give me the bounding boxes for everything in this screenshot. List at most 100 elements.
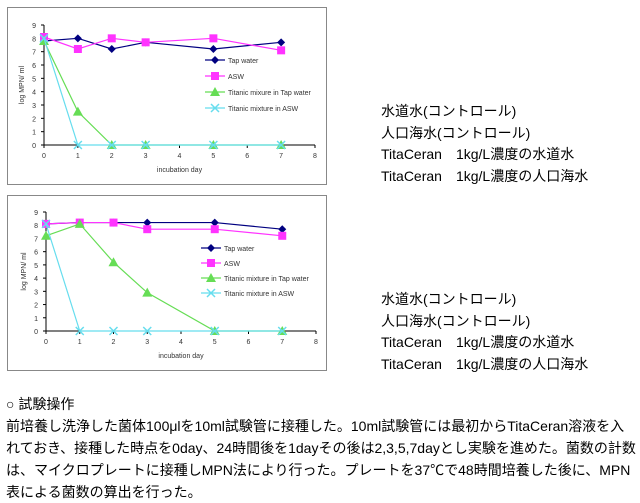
- legend-line: 人口海水(コントロール): [381, 312, 531, 329]
- data-point: [210, 225, 219, 234]
- y-tick-label: 5: [34, 263, 38, 270]
- data-point: [278, 231, 287, 240]
- chart-1-japanese-legend: 水道水(コントロール) 人口海水(コントロール) TitaCeran 1kg/L…: [381, 101, 588, 188]
- legend-line: TitaCeran 1kg/L濃度の水道水: [381, 146, 575, 163]
- x-tick-label: 3: [144, 153, 148, 160]
- y-tick-label: 0: [34, 329, 38, 336]
- data-point: [210, 218, 219, 227]
- series-line: [43, 37, 282, 50]
- x-tick-label: 2: [112, 339, 116, 346]
- legend-label: ASW: [228, 74, 244, 81]
- y-tick-label: 5: [32, 76, 36, 83]
- legend-line: 水道水(コントロール): [381, 291, 517, 307]
- y-tick-label: 6: [32, 63, 36, 70]
- data-point: [72, 106, 83, 116]
- series-line: [45, 223, 283, 332]
- legend-line: TitaCeran 1kg/L濃度の人口海水: [381, 356, 589, 373]
- data-point: [41, 230, 51, 240]
- data-point: [41, 219, 51, 229]
- procedure-body: 前培養し洗浄した菌体100μlを10ml試験管に接種した。10ml試験管には最初…: [6, 418, 636, 500]
- data-point: [277, 326, 287, 336]
- data-point: [209, 45, 218, 53]
- x-tick-label: 4: [179, 339, 183, 346]
- legend-label: Tap water: [228, 58, 259, 65]
- y-tick-label: 9: [34, 210, 38, 217]
- x-tick-label: 3: [145, 339, 149, 346]
- x-tick-label: 1: [78, 339, 82, 346]
- series-line: [43, 38, 282, 146]
- chart-2-japanese-legend: 水道水(コントロール) 人口海水(コントロール) TitaCeran 1kg/L…: [381, 289, 588, 376]
- x-tick-label: 1: [76, 153, 80, 160]
- data-point: [109, 218, 118, 227]
- legend-line: TitaCeran 1kg/L濃度の水道水: [381, 334, 575, 351]
- data-point: [107, 34, 116, 43]
- legend-label: Titanic mixture in Tap water: [224, 276, 309, 283]
- data-point: [209, 34, 218, 43]
- data-point: [73, 34, 82, 43]
- legend-marker: [211, 56, 219, 64]
- x-tick-label: 6: [247, 339, 251, 346]
- data-point: [278, 225, 287, 234]
- x-axis-label: incubation day: [158, 353, 204, 360]
- y-tick-label: 7: [34, 236, 38, 243]
- x-tick-label: 7: [279, 153, 283, 160]
- data-point: [108, 326, 119, 336]
- data-point: [107, 140, 117, 150]
- x-axis-label: incubation day: [157, 167, 203, 174]
- x-tick-label: 0: [44, 339, 48, 346]
- data-point: [277, 38, 286, 47]
- y-tick-label: 3: [34, 289, 38, 296]
- y-tick-label: 6: [34, 250, 38, 257]
- x-tick-label: 6: [245, 153, 249, 160]
- legend-line: 人口海水(コントロール): [381, 124, 531, 141]
- data-point: [143, 225, 152, 234]
- legend-label: Titanic mixure in Tap water: [228, 90, 312, 97]
- y-tick-label: 2: [32, 116, 36, 123]
- test-procedure: ○ 試験操作 前培養し洗浄した菌体100μlを10ml試験管に接種した。10ml…: [6, 393, 636, 503]
- data-point: [39, 36, 49, 45]
- data-point: [142, 326, 152, 336]
- y-axis-label: log MPN/ ml: [19, 66, 26, 105]
- x-tick-label: 4: [178, 153, 182, 160]
- data-point: [39, 33, 49, 43]
- legend-label: ASW: [224, 261, 240, 268]
- data-point: [74, 218, 85, 228]
- data-point: [141, 140, 151, 150]
- y-tick-label: 1: [32, 130, 36, 137]
- y-tick-label: 8: [32, 36, 36, 43]
- data-point: [73, 45, 82, 53]
- x-tick-label: 0: [42, 153, 46, 160]
- y-tick-label: 4: [34, 276, 38, 283]
- y-tick-label: 2: [34, 303, 38, 310]
- legend-marker: [211, 72, 219, 80]
- y-tick-label: 4: [32, 90, 36, 97]
- chart-1: 0 1 2 3 4 5 6 7 8 9 0 1 2 3 4 5 6 7 8 incubation day log MPN…: [7, 7, 327, 185]
- y-axis-label: log MPN/ ml: [21, 252, 28, 291]
- legend-label: Titanic mixture in ASW: [228, 106, 299, 113]
- data-point: [143, 218, 152, 227]
- legend-marker: [210, 103, 220, 113]
- legend-line: 水道水(コントロール): [381, 103, 517, 119]
- series-line: [43, 36, 282, 51]
- legend-label: Titanic mixture in ASW: [224, 291, 295, 298]
- legend-line: TitaCeran 1kg/L濃度の人口海水: [381, 168, 589, 185]
- x-tick-label: 5: [213, 339, 217, 346]
- data-point: [108, 257, 119, 267]
- data-point: [277, 46, 286, 55]
- y-tick-label: 1: [34, 316, 38, 323]
- x-tick-label: 8: [313, 153, 317, 160]
- y-tick-label: 8: [34, 223, 38, 230]
- data-point: [142, 287, 153, 297]
- x-tick-label: 2: [110, 153, 114, 160]
- y-tick-label: 3: [32, 103, 36, 110]
- x-tick-label: 8: [314, 339, 318, 346]
- x-tick-label: 7: [280, 339, 284, 346]
- legend-marker: [207, 244, 215, 252]
- legend-marker: [207, 259, 215, 267]
- data-point: [141, 38, 150, 47]
- data-point: [107, 45, 116, 53]
- y-tick-label: 9: [32, 23, 36, 30]
- x-tick-label: 5: [211, 153, 215, 160]
- legend-label: Tap water: [224, 246, 255, 253]
- y-tick-label: 7: [32, 50, 36, 57]
